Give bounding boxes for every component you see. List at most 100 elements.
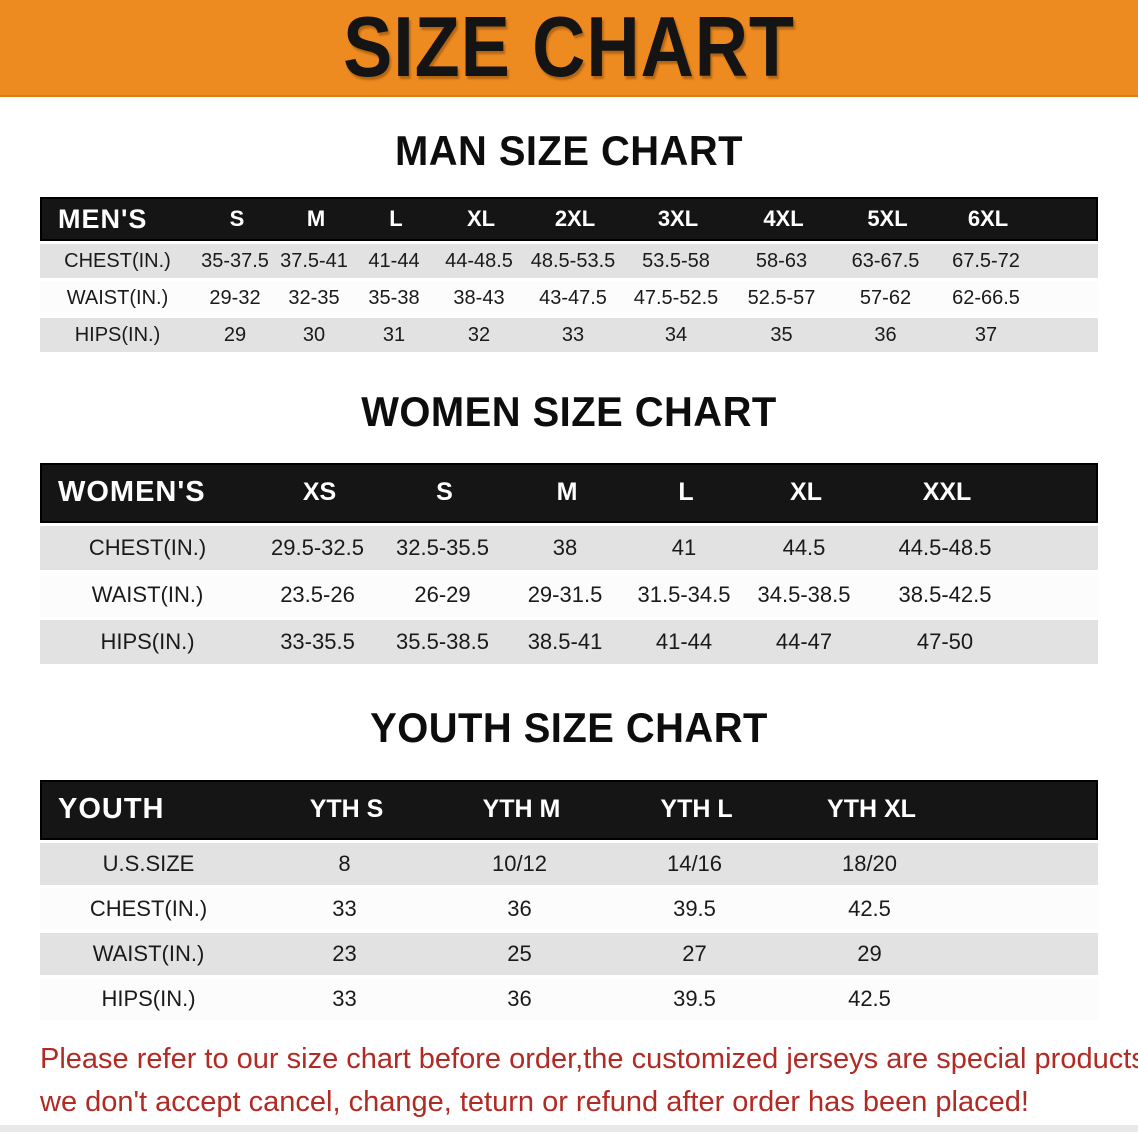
column-header: YTH L [660,795,733,824]
cell-value: 44.5-48.5 [898,534,992,560]
row-label: CHEST(IN.) [64,249,171,272]
cell-value: 36 [507,895,532,921]
table-row: CHEST(IN.) 29.5-32.5 32.5-35.5 38 41 44.5 44.5… [40,525,1098,570]
cell-value: 42.5 [848,895,891,921]
cell-value: 67.5-72 [952,249,1020,272]
cell-value: 34.5-38.5 [757,581,851,607]
cell-value: 29 [223,323,247,346]
table-corner-label: MEN'S [58,203,148,234]
cell-value: 32 [467,323,491,346]
men-size-table: MEN'S S M L XL 2XL 3XL 4XL 5XL 6XL CHEST(IN.) 35-3… [40,197,1098,353]
cell-value: 47-50 [916,628,974,654]
table-row: WAIST(IN.) 23.5-26 26-29 29-31.5 31.5-34.5 34… [40,572,1098,617]
disclaimer: Please refer to our size chart before or… [40,1038,1138,1125]
column-header: YTH M [482,795,561,824]
cell-value: 34 [664,323,688,346]
women-table-header: WOMEN'S XS S M L XL XXL [40,462,1098,523]
cell-value: 33 [561,323,585,346]
cell-value: 10/12 [491,850,548,876]
cell-value: 26-29 [414,581,471,607]
table-row: HIPS(IN.) 29 30 31 32 33 34 35 36 37 [40,318,1098,353]
section-youth: YOUTH SIZE CHART YOUTH YTH S YTH M YTH L YTH… [0,704,1138,1020]
row-label: WAIST(IN.) [91,581,204,607]
table-row: HIPS(IN.) 33 36 39.5 42.5 [40,977,1098,1020]
cell-value: 31 [382,323,406,346]
cell-value: 27 [682,940,707,966]
column-header: XXL [922,478,972,507]
table-row: U.S.SIZE 8 10/12 14/16 18/20 [40,842,1098,885]
cell-value: 33 [332,985,357,1011]
column-header: 4XL [763,206,804,232]
column-header: XL [790,478,822,507]
table-row: CHEST(IN.) 35-37.5 37.5-41 41-44 44-48.5 48.5… [40,244,1098,279]
section-women: WOMEN SIZE CHART WOMEN'S XS S M L XL XXL CHEST… [0,388,1138,664]
table-corner-label: WOMEN'S [58,476,206,509]
column-header: L [678,478,694,507]
row-label: HIPS(IN.) [100,628,195,654]
cell-value: 23.5-26 [280,581,355,607]
women-table-body: CHEST(IN.) 29.5-32.5 32.5-35.5 38 41 44.5 44.5… [40,525,1098,664]
cell-value: 41-44 [368,249,420,272]
cell-value: 33-35.5 [280,628,355,654]
cell-value: 35-37.5 [201,249,269,272]
youth-size-table: YOUTH YTH S YTH M YTH L YTH XL U.S.SIZE 8 10/1… [40,779,1098,1020]
banner: SIZE CHART [0,0,1138,97]
cell-value: 62-66.5 [952,286,1020,309]
table-corner-label: YOUTH [58,793,165,826]
cell-value: 52.5-57 [747,286,816,309]
row-label: CHEST(IN.) [89,895,208,921]
cell-value: 43-47.5 [539,286,607,309]
cell-value: 29-31.5 [527,581,603,607]
column-header: L [389,206,403,232]
cell-value: 38.5-42.5 [898,581,992,607]
cell-value: 30 [302,323,326,346]
cell-value: 25 [507,940,532,966]
cell-value: 41 [671,534,697,560]
table-row: WAIST(IN.) 29-32 32-35 35-38 38-43 43-47.5 47.… [40,281,1098,316]
row-label: WAIST(IN.) [66,286,169,309]
table-row: HIPS(IN.) 33-35.5 35.5-38.5 38.5-41 41-44 44-… [40,619,1098,664]
men-table-body: CHEST(IN.) 35-37.5 37.5-41 41-44 44-48.5 48.5… [40,244,1098,353]
disclaimer-line-2: we don't accept cancel, change, teturn o… [40,1086,1029,1119]
column-header: YTH S [309,795,384,824]
cell-value: 42.5 [848,985,891,1011]
section-heading-youth: YOUTH SIZE CHART [370,703,768,751]
column-header: M [306,206,326,232]
cell-value: 44-48.5 [445,249,513,272]
table-row: WAIST(IN.) 23 25 27 29 [40,932,1098,975]
row-label: HIPS(IN.) [101,985,196,1011]
women-size-table: WOMEN'S XS S M L XL XXL CHEST(IN.) 29.5-32.5 32.… [40,462,1098,664]
cell-value: 23 [332,940,357,966]
cell-value: 32.5-35.5 [396,534,489,560]
row-label: U.S.SIZE [102,850,195,876]
cell-value: 44.5 [782,534,826,560]
column-header: 3XL [657,206,699,232]
cell-value: 32-35 [288,286,340,309]
cell-value: 35 [770,323,793,346]
youth-table-header: YOUTH YTH S YTH M YTH L YTH XL [40,779,1098,840]
cell-value: 47.5-52.5 [633,286,719,309]
cell-value: 38-43 [453,286,505,309]
table-row: CHEST(IN.) 33 36 39.5 42.5 [40,887,1098,930]
row-label: WAIST(IN.) [92,940,205,966]
cell-value: 18/20 [841,850,898,876]
cell-value: 37 [974,323,998,346]
column-header: 2XL [554,206,596,232]
cell-value: 31.5-34.5 [637,581,731,607]
column-header: S [436,478,453,507]
cell-value: 58-63 [755,249,808,272]
cell-value: 53.5-58 [642,249,710,272]
cell-value: 39.5 [673,985,716,1011]
men-table-header: MEN'S S M L XL 2XL 3XL 4XL 5XL 6XL [40,197,1098,242]
cell-value: 41-44 [655,628,713,654]
column-header: YTH XL [827,795,916,824]
column-header: XL [466,206,496,232]
disclaimer-line-1: Please refer to our size chart before or… [40,1042,1138,1075]
cell-value: 57-62 [859,286,912,309]
column-header: 5XL [867,206,908,232]
cell-value: 38 [552,534,578,560]
cell-value: 33 [332,895,357,921]
cell-value: 37.5-41 [280,249,348,272]
cell-value: 63-67.5 [851,249,920,272]
cell-value: 38.5-41 [527,628,603,654]
